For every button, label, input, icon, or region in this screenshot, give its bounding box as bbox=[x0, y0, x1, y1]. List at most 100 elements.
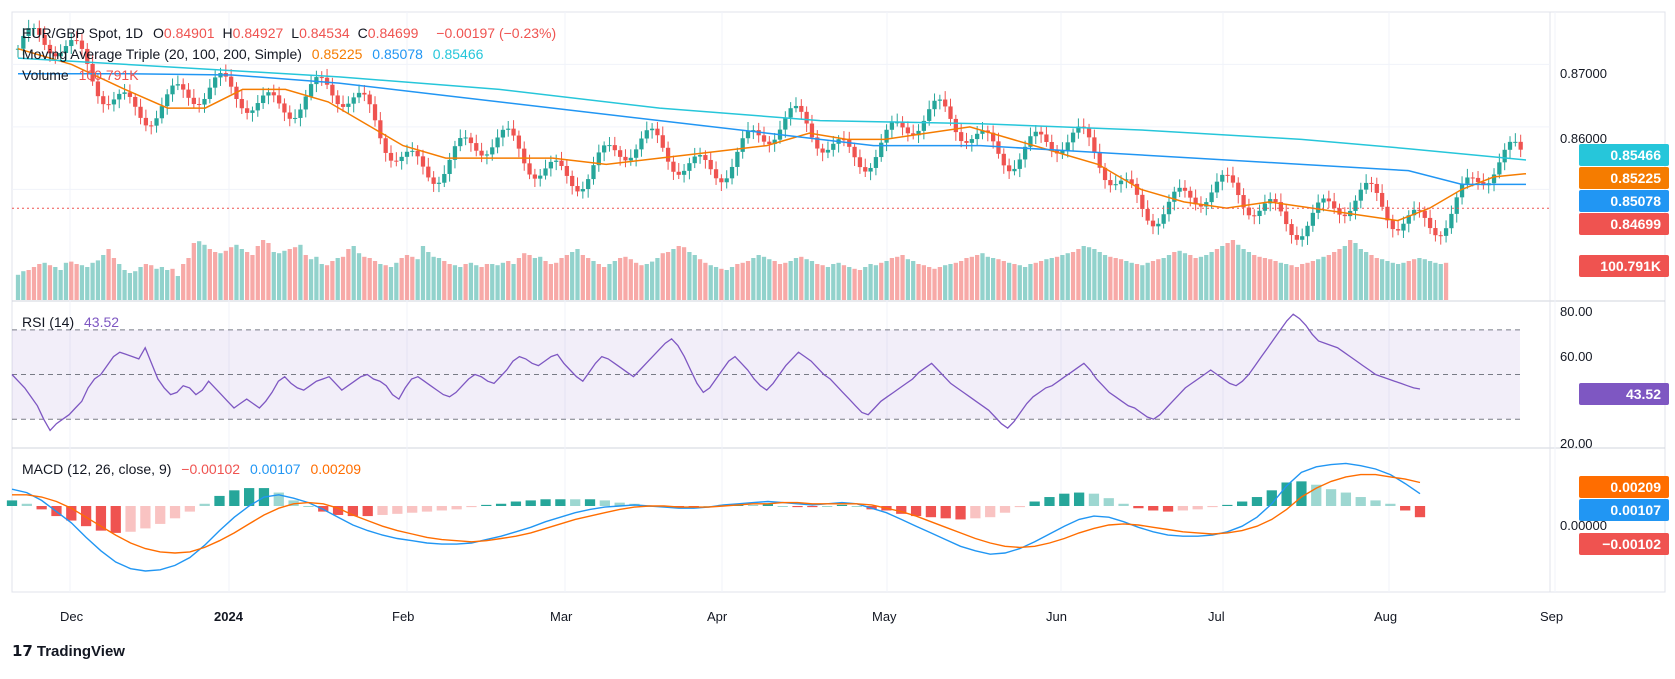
candle-body bbox=[655, 128, 660, 136]
volume-bar bbox=[1102, 255, 1108, 300]
volume-bar bbox=[1022, 267, 1028, 300]
candle-body bbox=[463, 137, 468, 139]
candle-body bbox=[937, 99, 942, 101]
candle-body bbox=[564, 165, 569, 176]
volume-bar bbox=[255, 246, 260, 300]
candle-body bbox=[79, 40, 85, 49]
volume-bar bbox=[687, 252, 692, 300]
volume-bar bbox=[447, 264, 452, 300]
macd-histogram-bar bbox=[1325, 489, 1337, 506]
volume-bar bbox=[975, 255, 980, 300]
volume-bar bbox=[303, 255, 308, 300]
rsi-tick-20: 20.00 bbox=[1560, 436, 1593, 451]
macd-signal-line bbox=[12, 473, 1421, 554]
candle-body bbox=[362, 92, 367, 95]
volume-bar bbox=[165, 270, 170, 300]
volume-bar bbox=[1198, 256, 1204, 300]
candle-body bbox=[1497, 162, 1502, 175]
candle-body bbox=[191, 97, 196, 105]
ma200-badge: 0.85466 bbox=[1579, 144, 1669, 166]
volume-bar bbox=[884, 261, 889, 300]
volume-bar bbox=[1076, 249, 1081, 300]
volume-bar bbox=[607, 264, 612, 300]
time-tick-apr: Apr bbox=[707, 609, 728, 624]
volume-bar bbox=[602, 267, 607, 300]
macd-histogram-bar bbox=[1059, 493, 1070, 506]
candle-body bbox=[1470, 177, 1475, 179]
candle-body bbox=[980, 130, 985, 134]
macd-histogram-bar bbox=[1400, 506, 1411, 511]
volume-bar bbox=[612, 261, 617, 300]
volume-bar bbox=[500, 262, 506, 300]
macd-histogram-bar bbox=[525, 500, 536, 506]
candle-body bbox=[207, 87, 212, 99]
volume-bar bbox=[1118, 259, 1124, 300]
candle-body bbox=[266, 92, 271, 96]
volume-bar bbox=[1209, 252, 1214, 300]
candle-body bbox=[820, 148, 825, 153]
volume-bar bbox=[1124, 261, 1129, 300]
candle-body bbox=[1012, 168, 1017, 172]
candle-body bbox=[1134, 183, 1140, 195]
volume-bar bbox=[468, 262, 474, 300]
candle-body bbox=[127, 92, 133, 97]
candle-body bbox=[921, 120, 926, 131]
volume-bar bbox=[1108, 256, 1113, 300]
candle-body bbox=[687, 163, 692, 171]
volume-bar bbox=[1193, 258, 1198, 300]
candle-body bbox=[431, 177, 436, 184]
ohlc-key: H bbox=[222, 25, 233, 41]
ohlc-value: 0.84534 bbox=[299, 25, 350, 41]
ohlc-key: O bbox=[153, 25, 164, 41]
candle-body bbox=[399, 156, 404, 162]
volume-bar bbox=[1129, 262, 1134, 300]
volume-bar bbox=[1113, 258, 1118, 300]
macd-histogram-bar bbox=[925, 506, 937, 518]
macd-histogram-bar bbox=[1088, 493, 1100, 506]
volume-bar bbox=[149, 265, 154, 300]
macd-line-value: 0.00107 bbox=[249, 461, 301, 477]
candle-body bbox=[1284, 211, 1289, 225]
candle-body bbox=[644, 130, 649, 139]
volume-bar bbox=[85, 267, 90, 300]
time-tick-sep: Sep bbox=[1540, 609, 1564, 624]
volume-bar bbox=[250, 255, 255, 300]
candle-body bbox=[314, 77, 319, 85]
candle-body bbox=[671, 161, 676, 172]
volume-bar bbox=[991, 258, 996, 300]
volume-bar bbox=[724, 270, 729, 300]
candle-body bbox=[1278, 202, 1284, 212]
candle-body bbox=[122, 92, 127, 94]
macd-histogram-bar bbox=[155, 506, 166, 524]
candle-body bbox=[1097, 152, 1102, 168]
volume-bar bbox=[1161, 258, 1166, 300]
time-tick-dec: Dec bbox=[60, 609, 84, 624]
macd-histogram-bar bbox=[140, 506, 151, 529]
volume-bar bbox=[756, 255, 761, 300]
candle-body bbox=[1342, 214, 1347, 217]
candle-body bbox=[1364, 182, 1369, 190]
candle-body bbox=[1358, 189, 1363, 201]
candle-body bbox=[1092, 137, 1097, 153]
macd-histogram-bar bbox=[1222, 504, 1233, 506]
candle-body bbox=[292, 117, 298, 119]
candle-body bbox=[1182, 187, 1188, 191]
candle-body bbox=[69, 40, 74, 47]
volume-bar bbox=[69, 261, 74, 300]
volume-bar bbox=[639, 265, 644, 300]
volume-bar bbox=[362, 256, 367, 300]
candle-body bbox=[911, 133, 916, 136]
candle-body bbox=[452, 146, 458, 160]
volume-bar bbox=[676, 246, 681, 300]
candle-body bbox=[1118, 180, 1124, 185]
candle-body bbox=[538, 175, 543, 179]
volume-bar bbox=[1092, 249, 1097, 300]
candle-body bbox=[90, 63, 95, 82]
candle-body bbox=[879, 142, 884, 158]
volume-bar bbox=[1006, 262, 1012, 300]
candle-body bbox=[426, 166, 431, 178]
candle-body bbox=[1076, 126, 1081, 133]
volume-bar bbox=[1278, 262, 1284, 300]
candle-body bbox=[133, 96, 138, 107]
